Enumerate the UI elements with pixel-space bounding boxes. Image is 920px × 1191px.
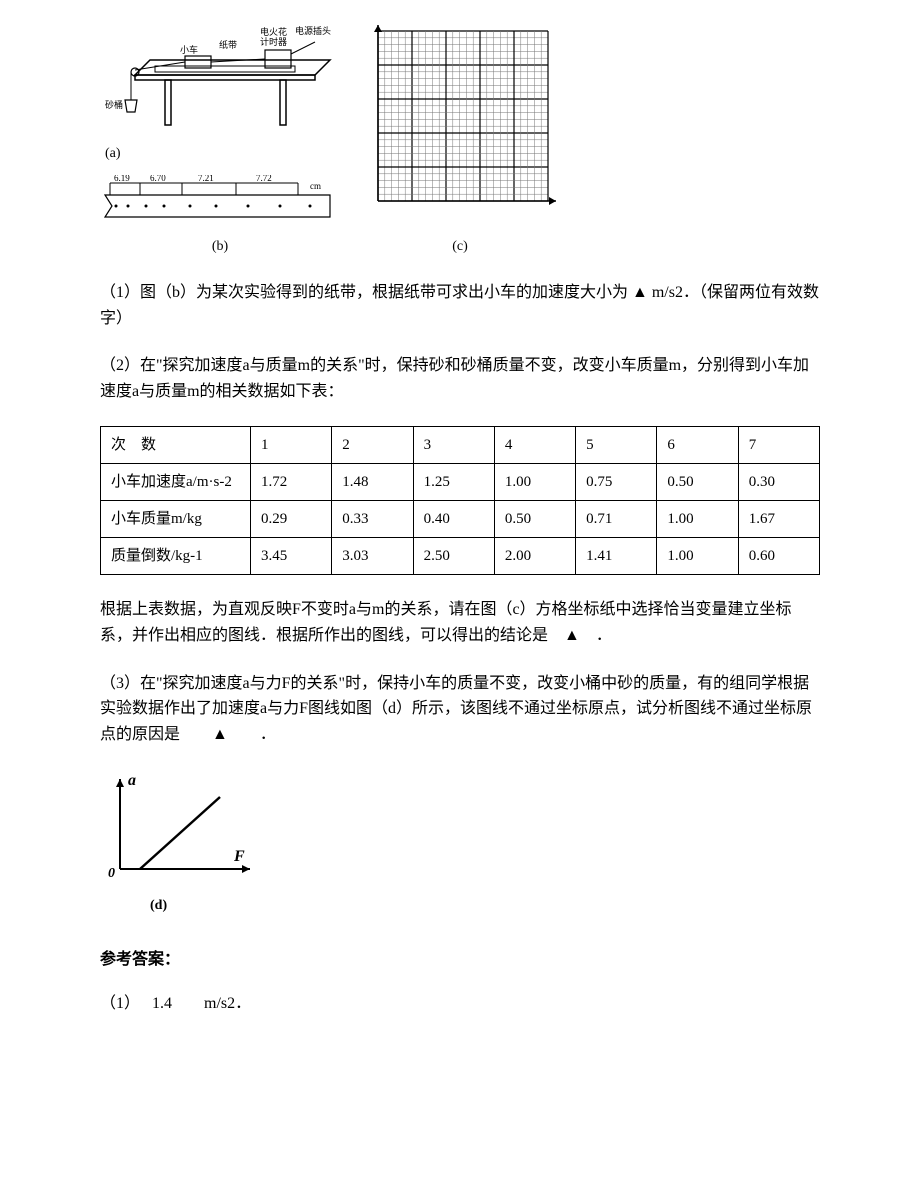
timer-label: 电火花 xyxy=(260,26,287,37)
grid-paper-icon xyxy=(360,23,560,223)
table-cell: 3 xyxy=(413,427,494,464)
table-cell: 1.41 xyxy=(576,538,657,575)
table-cell: 6 xyxy=(657,427,738,464)
table-cell: 3.45 xyxy=(251,538,332,575)
table-row: 小车质量m/kg0.290.330.400.500.711.001.67 xyxy=(101,501,820,538)
answer-section: 参考答案： （1） 1.4 m/s2． xyxy=(100,947,820,1016)
table-cell: 2 xyxy=(332,427,413,464)
svg-text:cm: cm xyxy=(310,181,321,191)
figure-c-caption: (c) xyxy=(360,236,560,258)
table-cell: 1.25 xyxy=(413,464,494,501)
tape-label: 纸带 xyxy=(219,39,237,50)
table-row: 质量倒数/kg-13.453.032.502.001.411.000.60 xyxy=(101,538,820,575)
table-cell: 0.75 xyxy=(576,464,657,501)
table-row: 次 数1234567 xyxy=(101,427,820,464)
figure-d-caption: (d) xyxy=(150,895,820,917)
row-label: 次 数 xyxy=(101,427,251,464)
figure-a-caption: (a) xyxy=(105,143,335,165)
row-label: 小车加速度a/m·s-2 xyxy=(101,464,251,501)
svg-text:6.70: 6.70 xyxy=(150,175,166,183)
table-cell: 0.50 xyxy=(494,501,575,538)
tape-strip-icon: 6.19 6.70 7.21 7.72 cm xyxy=(100,175,340,223)
table-cell: 1.00 xyxy=(657,501,738,538)
figure-d: 0 a F (d) xyxy=(100,769,820,917)
table-cell: 1.00 xyxy=(494,464,575,501)
table-cell: 1.67 xyxy=(738,501,819,538)
svg-text:a: a xyxy=(128,772,136,789)
table-cell: 1.72 xyxy=(251,464,332,501)
figure-b: 6.19 6.70 7.21 7.72 cm (b) xyxy=(100,175,340,258)
table-row: 小车加速度a/m·s-21.721.481.251.000.750.500.30 xyxy=(101,464,820,501)
table-cell: 0.50 xyxy=(657,464,738,501)
figure-b-caption: (b) xyxy=(100,236,340,258)
cart-label: 小车 xyxy=(180,44,198,55)
left-figures: 电源插头 纸带 电火花 计时器 小车 砂桶 (a) xyxy=(100,20,340,258)
svg-text:6.19: 6.19 xyxy=(114,175,130,183)
table-cell: 0.29 xyxy=(251,501,332,538)
answer-1: （1） 1.4 m/s2． xyxy=(100,991,820,1017)
svg-text:0: 0 xyxy=(108,866,115,881)
table-cell: 2.00 xyxy=(494,538,575,575)
table-cell: 5 xyxy=(576,427,657,464)
data-table: 次 数1234567小车加速度a/m·s-21.721.481.251.000.… xyxy=(100,426,820,575)
apparatus-diagram-icon: 电源插头 纸带 电火花 计时器 小车 砂桶 xyxy=(105,20,335,130)
question-2-intro: （2）在"探究加速度a与质量m的关系"时，保持砂和砂桶质量不变，改变小车质量m，… xyxy=(100,353,820,404)
table-cell: 2.50 xyxy=(413,538,494,575)
question-2-after: 根据上表数据，为直观反映F不变时a与m的关系，请在图（c）方格坐标纸中选择恰当变… xyxy=(100,597,820,648)
table-cell: 0.33 xyxy=(332,501,413,538)
table-cell: 0.60 xyxy=(738,538,819,575)
timer-label-2: 计时器 xyxy=(260,36,287,47)
table-cell: 3.03 xyxy=(332,538,413,575)
table-cell: 0.30 xyxy=(738,464,819,501)
table-cell: 4 xyxy=(494,427,575,464)
a-f-chart-icon: 0 a F xyxy=(100,769,260,884)
svg-text:F: F xyxy=(233,848,245,865)
answer-title: 参考答案： xyxy=(100,947,820,973)
row-label: 小车质量m/kg xyxy=(101,501,251,538)
table-cell: 1.48 xyxy=(332,464,413,501)
source-label: 电源插头 xyxy=(295,25,331,36)
question-3-text: （3）在"探究加速度a与力F的关系"时，保持小车的质量不变，改变小桶中砂的质量，… xyxy=(100,671,820,748)
bucket-label: 砂桶 xyxy=(105,99,123,110)
table-cell: 0.71 xyxy=(576,501,657,538)
question-1-text: （1）图（b）为某次实验得到的纸带，根据纸带可求出小车的加速度大小为 ▲ m/s… xyxy=(100,280,820,331)
table-cell: 0.40 xyxy=(413,501,494,538)
table-cell: 7 xyxy=(738,427,819,464)
figures-row: 电源插头 纸带 电火花 计时器 小车 砂桶 (a) xyxy=(100,20,820,258)
svg-text:7.72: 7.72 xyxy=(256,175,272,183)
row-label: 质量倒数/kg-1 xyxy=(101,538,251,575)
figure-c: (c) xyxy=(360,23,560,258)
table-cell: 1 xyxy=(251,427,332,464)
figure-a: 电源插头 纸带 电火花 计时器 小车 砂桶 (a) xyxy=(105,20,335,165)
table-cell: 1.00 xyxy=(657,538,738,575)
svg-text:7.21: 7.21 xyxy=(198,175,214,183)
